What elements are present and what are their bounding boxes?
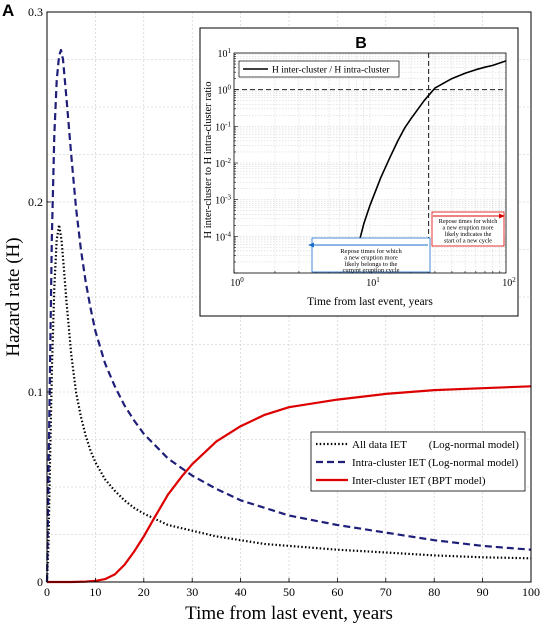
series-line-inter-cluster-iet	[47, 385, 532, 584]
panel-b-letter: B	[355, 35, 367, 52]
panel-b-legend-box	[238, 60, 400, 78]
panel-a-x-tick-label: 100	[522, 585, 540, 599]
annotation-left-line-4: current eruption cycle	[342, 267, 399, 274]
legend-label-inter-cluster: Inter-cluster IET (BPT model)	[352, 475, 486, 487]
panel-b-y-tick-label: 100	[218, 84, 232, 97]
panel-a-x-tick-label: 80	[428, 585, 440, 599]
panel-a-y-axis-label: Hazard rate (H)	[3, 237, 24, 356]
panel-b-y-tick-label: 10-4	[215, 230, 231, 243]
legend-label-ratio: H inter-cluster / H intra-cluster	[272, 66, 390, 76]
annotation-left-line-1: Repose times for which	[340, 248, 402, 255]
panel-b-y-axis-label: H inter-cluster to H intra-cluster ratio	[203, 82, 214, 239]
panel-a-x-ticks: 0 10 20 30 40 50 60 70 80 90 100	[44, 578, 540, 599]
panel-a-x-tick-label: 70	[380, 585, 392, 599]
panel-b-legend: H inter-cluster / H intra-cluster	[238, 60, 400, 78]
panel-a-letter: A	[2, 1, 14, 20]
annotation-right-arrowhead	[499, 213, 505, 219]
panel-a-x-axis-label: Time from last event, years	[185, 603, 393, 624]
panel-a-x-tick-label: 50	[283, 585, 295, 599]
panel-b-y-ticks: 10-4 10-3 10-2 10-1 100 101	[215, 47, 238, 274]
panel-a-x-tick-label: 0	[44, 585, 50, 599]
panel-b-x-tick-label: 100	[230, 276, 244, 289]
annotation-right-line-4: start of a new cycle	[444, 238, 492, 245]
panel-b-annotations: Repose times for which a new eruption mo…	[308, 211, 505, 274]
panel-a-y-tick-label: 0	[37, 575, 43, 589]
panel-b-y-tick-label: 101	[218, 47, 232, 60]
panel-a-x-tick-label: 20	[138, 585, 150, 599]
annotation-right-line-3: likely indicates the	[445, 231, 492, 238]
legend-label-intra-cluster: Intra-cluster IET (Log-normal model)	[352, 457, 519, 469]
annotation-left-arrowhead	[308, 242, 314, 248]
panel-a-legend-box	[310, 431, 526, 492]
panel-a-x-tick-label: 30	[186, 585, 198, 599]
annotation-left-line-3: likely belongs to the	[345, 261, 398, 268]
panel-b-x-tick-label: 102	[502, 276, 516, 289]
legend-label-all-data: All data IET (Log-normal model)	[352, 439, 519, 451]
series-line-ratio	[351, 60, 507, 274]
panel-a-x-tick-label: 60	[331, 585, 343, 599]
panel-b-x-axis-label: Time from last event, years	[307, 296, 433, 308]
annotation-right-line-2: a new eruption more	[442, 225, 493, 232]
panel-a-y-ticks: 0 0.1 0.2 0.3	[28, 5, 51, 589]
panel-b-y-tick-label: 10-1	[215, 120, 231, 133]
annotation-left-box	[311, 237, 431, 273]
panel-a-series	[45, 48, 532, 584]
panel-a-x-tick-label: 10	[89, 585, 101, 599]
panel-b: B 100 101 102 10-4 10-3 10-2 10-1 100 101 Time …	[199, 27, 519, 317]
panel-b-y-tick-label: 10-2	[215, 157, 231, 170]
panel-b-series	[234, 53, 507, 274]
panel-a-x-tick-label: 90	[477, 585, 489, 599]
panel-b-y-tick-label: 10-3	[215, 194, 231, 207]
annotation-right-line-1: Repose times for which	[439, 218, 499, 225]
panel-b-x-tick-label: 101	[366, 276, 380, 289]
annotation-left-line-2: a new eruption more	[344, 255, 398, 262]
panel-a-legend: All data IET (Log-normal model) Intra-cl…	[310, 431, 526, 492]
annotation-right-box	[431, 211, 505, 247]
panel-a-x-tick-label: 40	[235, 585, 247, 599]
series-line-intra-cluster-iet	[45, 48, 532, 583]
panel-a-y-tick-label: 0.3	[28, 5, 43, 19]
panel-a-y-tick-label: 0.2	[28, 195, 43, 209]
series-line-all-data-iet	[45, 223, 532, 583]
panel-a-y-tick-label: 0.1	[28, 385, 43, 399]
